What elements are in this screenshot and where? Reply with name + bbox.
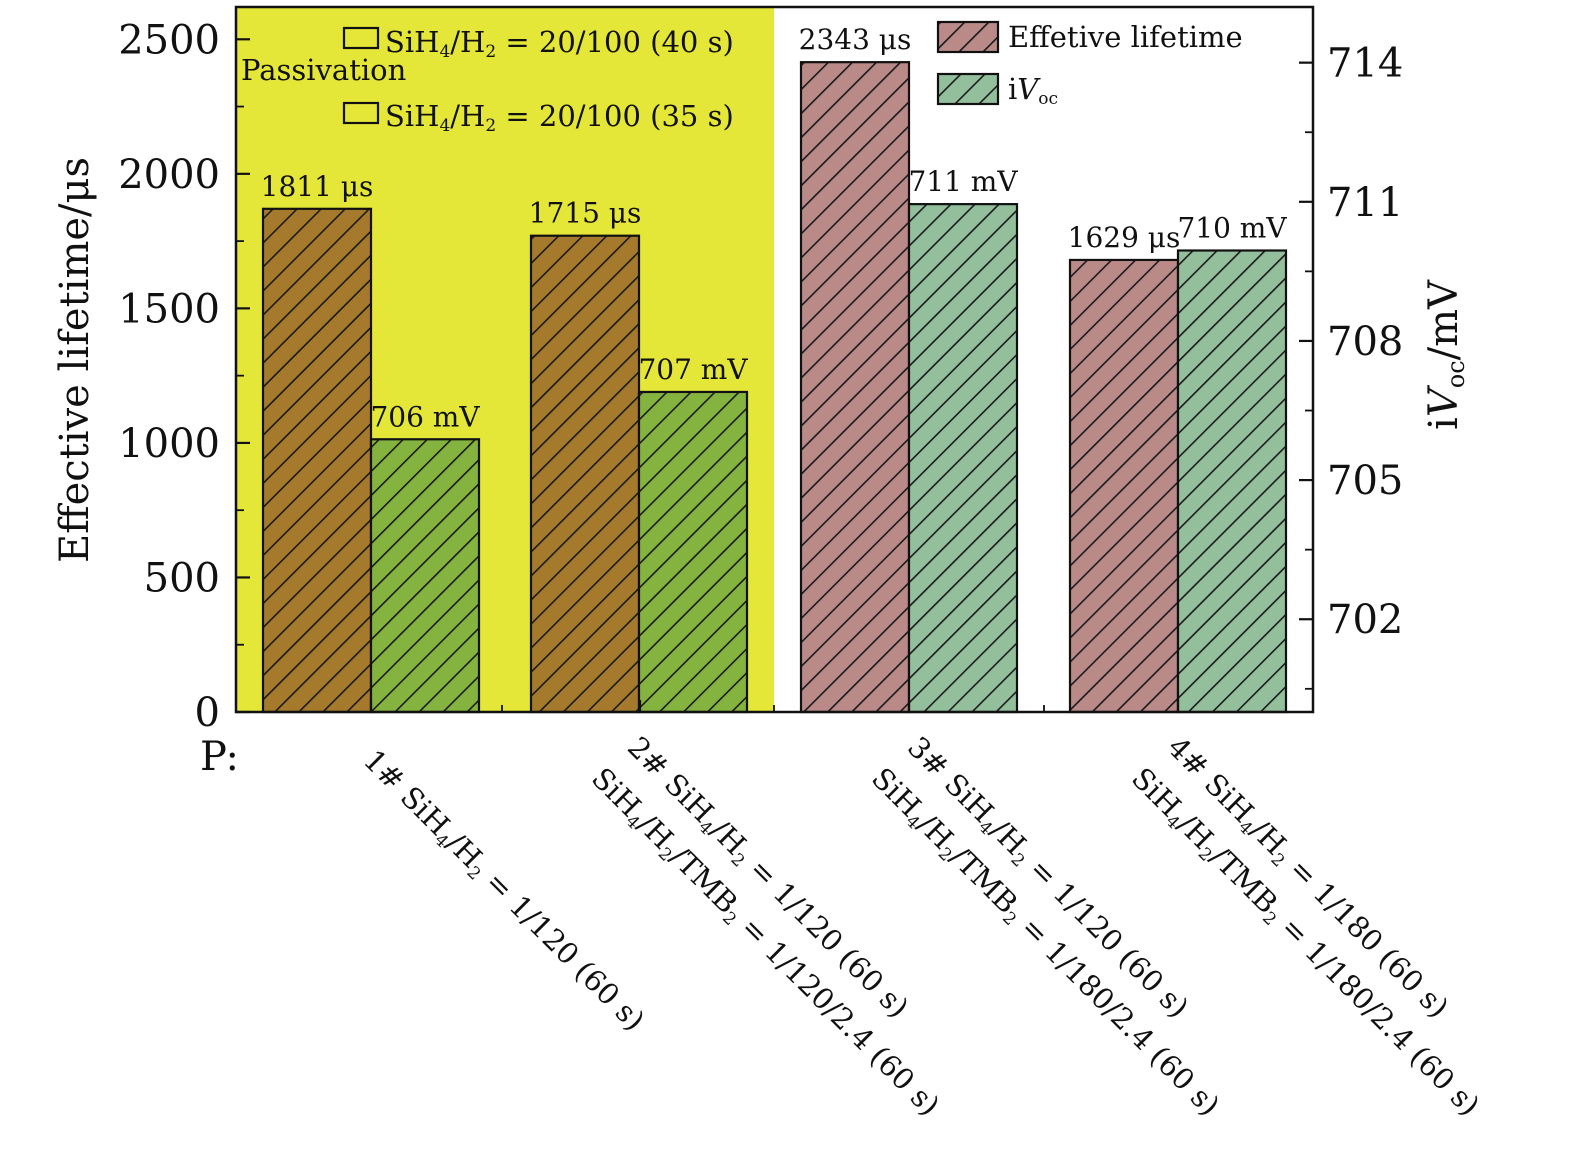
left-tick-label: 1500 (118, 286, 220, 332)
lifetime-bar-4 (1068, 258, 1180, 714)
left-tick-label: 2000 (118, 152, 220, 198)
ivoc-label-1: 706 mV (370, 400, 480, 433)
ivoc-bar-4 (1176, 249, 1288, 714)
passivation-legend-text-2: SiH4/H2 = 20/100 (35 s) (385, 99, 734, 136)
legend-swatch-1 (936, 20, 1000, 54)
passivation-label: Passivation (241, 53, 406, 87)
ivoc-label-4: 710 mV (1177, 212, 1287, 245)
category-label-2: 2# SiH4/H2 = 1/120 (60 s) (619, 730, 916, 1027)
right-tick-label: 711 (1327, 180, 1403, 226)
ivoc-bar-2 (637, 390, 749, 714)
passivation-legend-text-1: SiH4/H2 = 20/100 (40 s) (385, 25, 734, 62)
category-label-2: SiH4/H2/TMB2 = 1/120/2.4 (60 s) (583, 761, 947, 1125)
passivation-legend-swatch-1 (342, 26, 380, 50)
lifetime-bar-1 (261, 207, 373, 714)
lifetime-label-4: 1629 μs (1068, 221, 1181, 254)
left-tick-label: 2500 (118, 17, 220, 63)
left-tick-label: 500 (144, 555, 220, 601)
left-axis-title: Effective lifetime/μs (52, 157, 98, 563)
ivoc-bar-3 (907, 203, 1019, 714)
lifetime-label-2: 1715 μs (529, 197, 642, 230)
ivoc-label-2: 707 mV (638, 353, 748, 386)
lifetime-label-1: 1811 μs (261, 170, 374, 203)
right-tick-label: 705 (1327, 458, 1403, 504)
lifetime-label-3: 2343 μs (799, 23, 912, 56)
ivoc-bar-1 (369, 438, 481, 714)
category-label-4: 4# SiH4/H2 = 1/180 (60 s) (1159, 730, 1456, 1027)
legend-swatch-2 (936, 72, 1000, 106)
right-tick-label: 708 (1327, 319, 1403, 365)
x-axis-prefix: P: (200, 734, 239, 780)
right-tick-label: 702 (1327, 597, 1403, 643)
ivoc-label-3: 711 mV (908, 165, 1018, 198)
right-tick-label: 714 (1327, 41, 1403, 87)
left-tick-label: 1000 (118, 421, 220, 467)
passivation-legend-swatch-2 (342, 101, 380, 125)
lifetime-bar-3 (799, 61, 911, 714)
legend-label-1: Effetive lifetime (1008, 20, 1243, 54)
left-tick-label: 0 (195, 690, 220, 736)
lifetime-bar-2 (529, 234, 641, 714)
legend-label-2: iVoc (1008, 72, 1058, 109)
right-axis-title: iVoc/mV (1421, 279, 1470, 430)
